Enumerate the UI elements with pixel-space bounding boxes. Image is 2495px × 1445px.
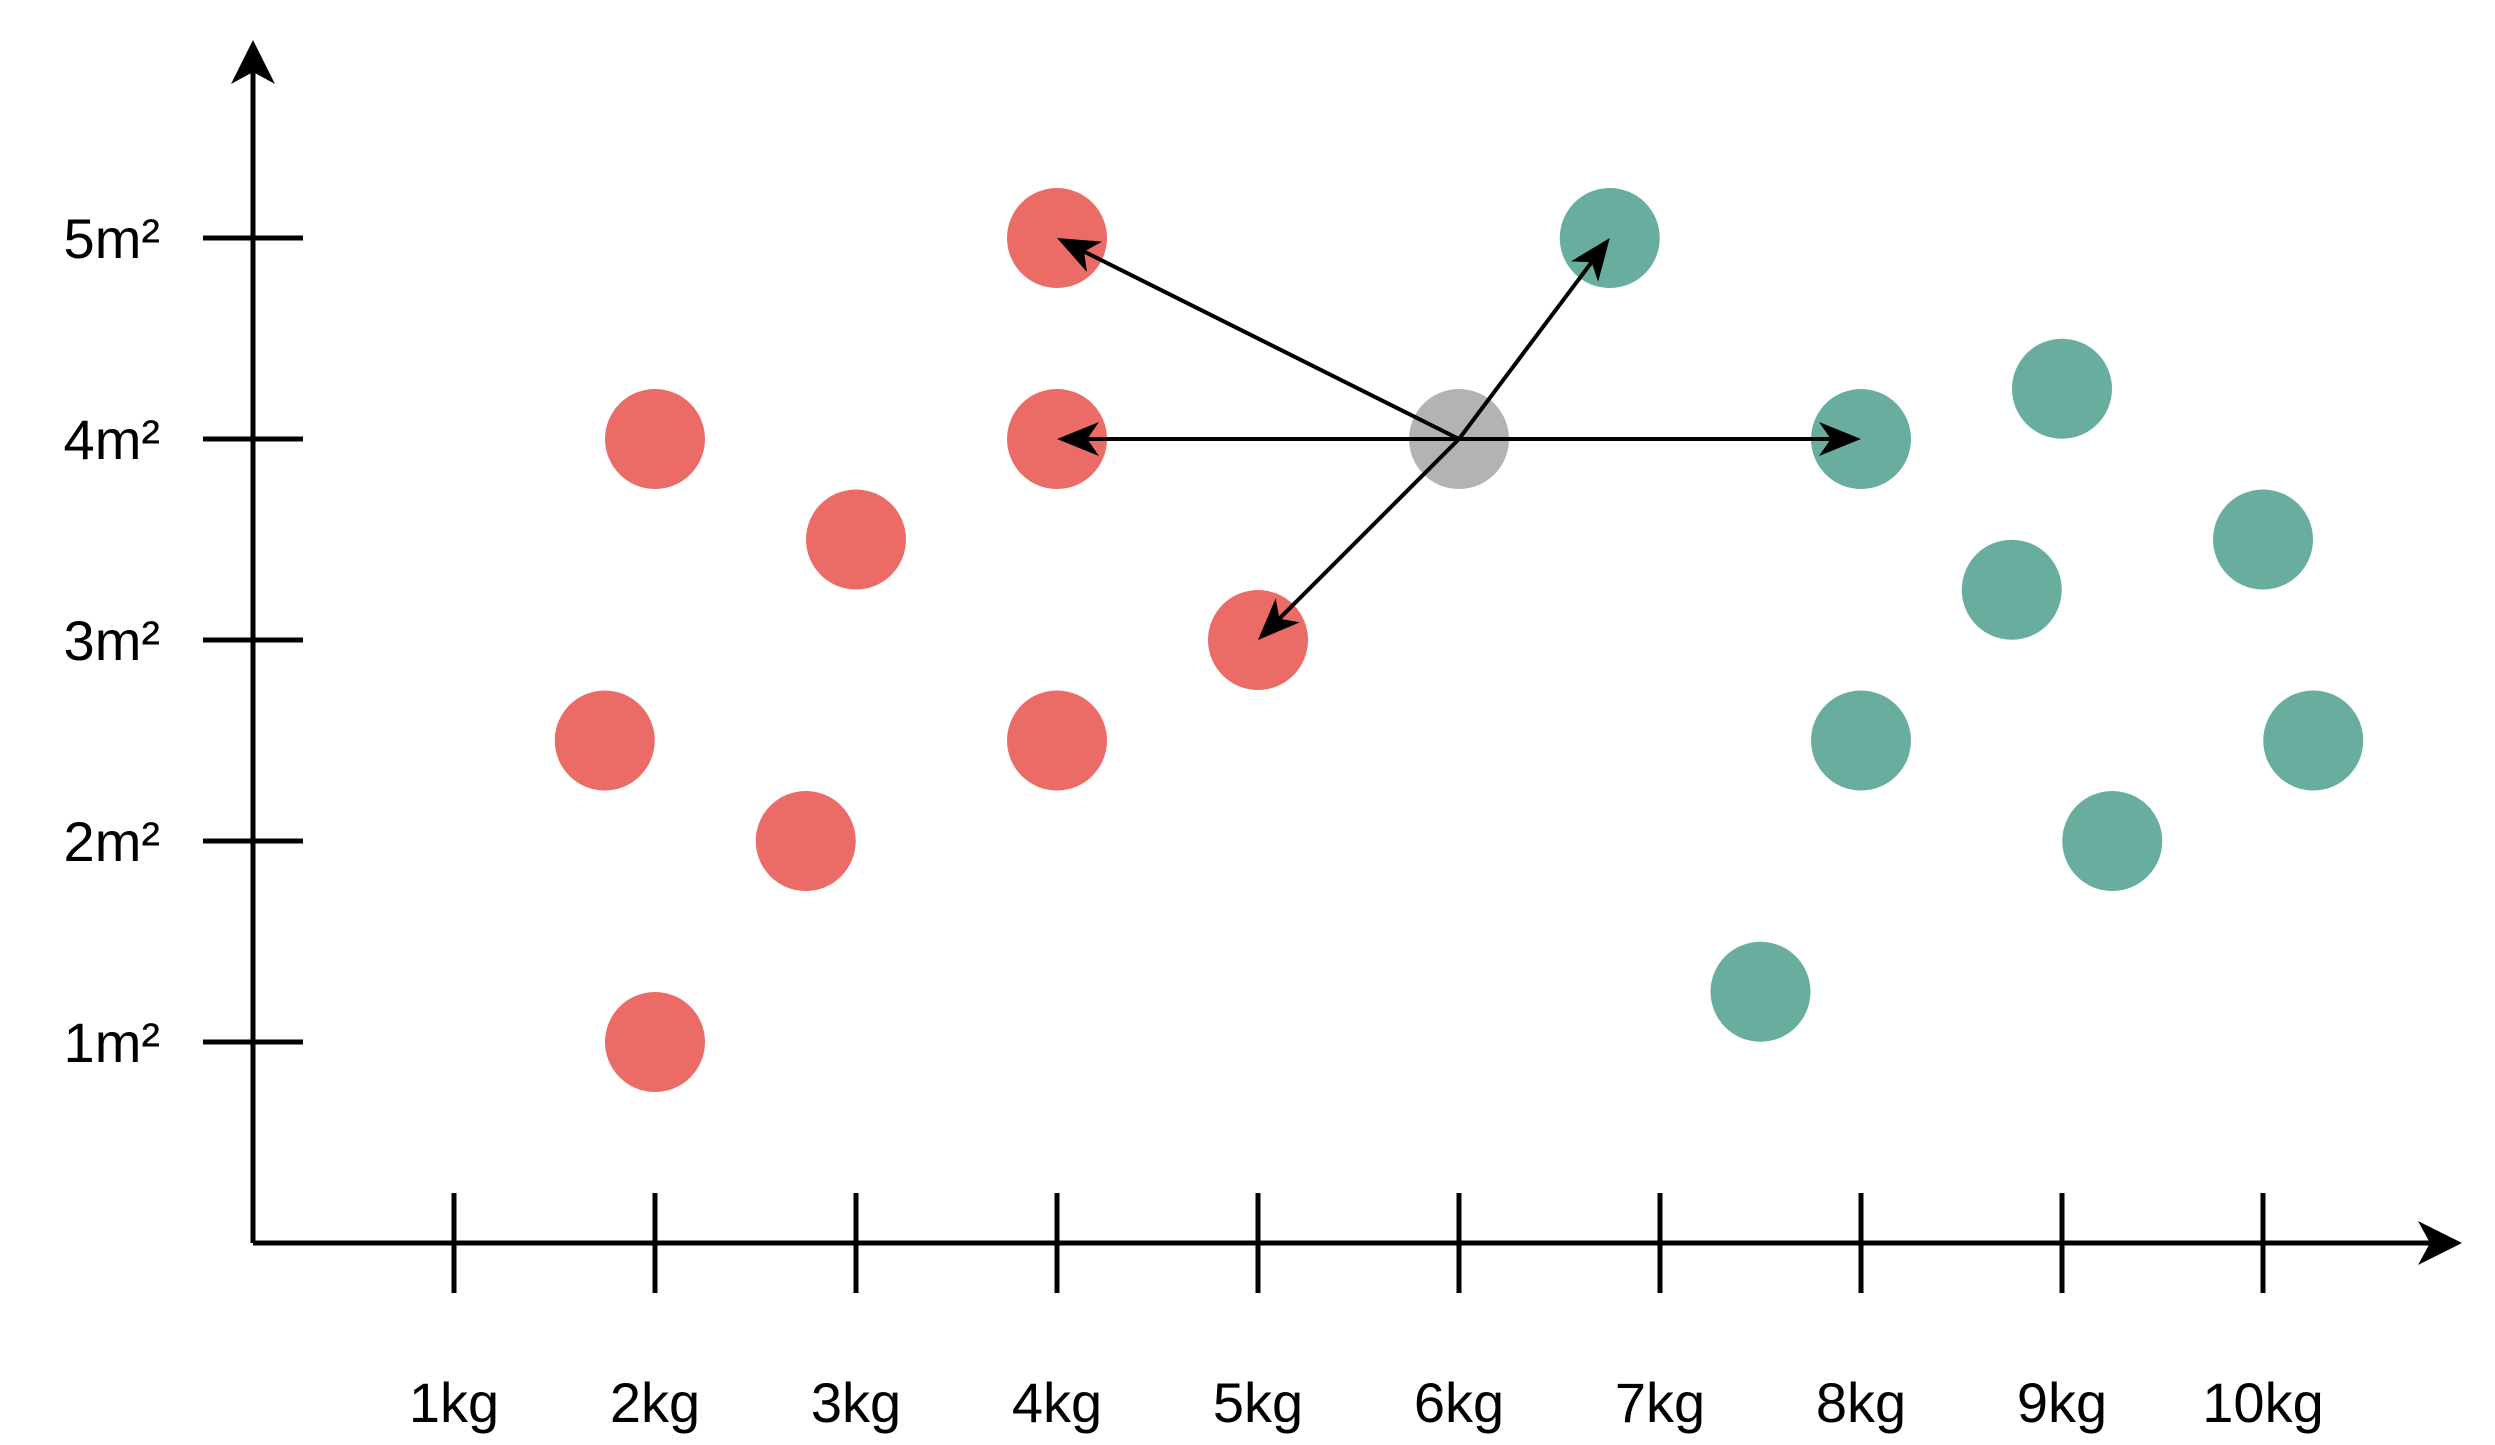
data-point-series-2 (1961, 539, 2062, 640)
x-tick-label: 9kg (2017, 1371, 2107, 1434)
x-tick-label: 6kg (1414, 1371, 1504, 1434)
y-axis-ticks: 1m² 2m² 3m² 4m² 5m² (64, 207, 303, 1074)
x-tick-label: 2kg (610, 1371, 700, 1434)
x-tick-label: 8kg (1816, 1371, 1906, 1434)
distance-arrow (1057, 238, 1460, 441)
x-tick-label: 4kg (1012, 1371, 1102, 1434)
x-axis-ticks: 1kg 2kg 3kg 4kg 5kg 6kg 7kg 8kg 9kg 10kg (409, 1193, 2324, 1434)
data-point-series-2 (2213, 489, 2313, 590)
data-point-series-1 (806, 489, 906, 590)
y-tick-label: 1m² (64, 1011, 160, 1074)
data-point-series-1 (1007, 690, 1107, 791)
data-point-series-2 (2012, 338, 2112, 439)
data-point-series-1 (755, 791, 856, 891)
data-point-series-2 (1811, 690, 1911, 791)
distance-arrow (1057, 422, 1459, 456)
x-tick-label: 5kg (1213, 1371, 1303, 1434)
distance-arrow (1457, 238, 1610, 441)
x-axis-arrowhead (2418, 1221, 2462, 1265)
arrow-head (1819, 422, 1861, 456)
x-tick-label: 1kg (409, 1371, 499, 1434)
arrow-head (1258, 598, 1300, 640)
arrow-head (1057, 238, 1103, 272)
arrow-shaft (1277, 437, 1461, 621)
data-points (554, 188, 2364, 1092)
distance-arrow (1459, 422, 1861, 456)
arrow-head (1570, 238, 1610, 282)
axes (231, 40, 2462, 1265)
y-tick-label: 5m² (64, 207, 160, 270)
data-point-series-2 (2263, 690, 2364, 791)
arrow-shaft (1457, 260, 1594, 441)
data-point-series-1 (605, 992, 705, 1092)
x-tick-label: 10kg (2202, 1371, 2323, 1434)
y-axis-arrowhead (231, 40, 275, 84)
data-point-series-1 (554, 690, 655, 791)
data-point-series-2 (1710, 941, 1811, 1042)
y-tick-label: 4m² (64, 408, 160, 471)
x-tick-label: 3kg (811, 1371, 901, 1434)
y-tick-label: 3m² (64, 609, 160, 672)
arrow-head (1057, 422, 1099, 456)
distance-arrows (1057, 238, 1861, 640)
x-tick-label: 7kg (1615, 1371, 1705, 1434)
distance-arrow (1258, 437, 1461, 640)
arrow-shaft (1082, 249, 1460, 441)
y-tick-label: 2m² (64, 810, 160, 873)
data-point-series-1 (605, 389, 705, 489)
data-point-series-2 (2062, 791, 2163, 891)
